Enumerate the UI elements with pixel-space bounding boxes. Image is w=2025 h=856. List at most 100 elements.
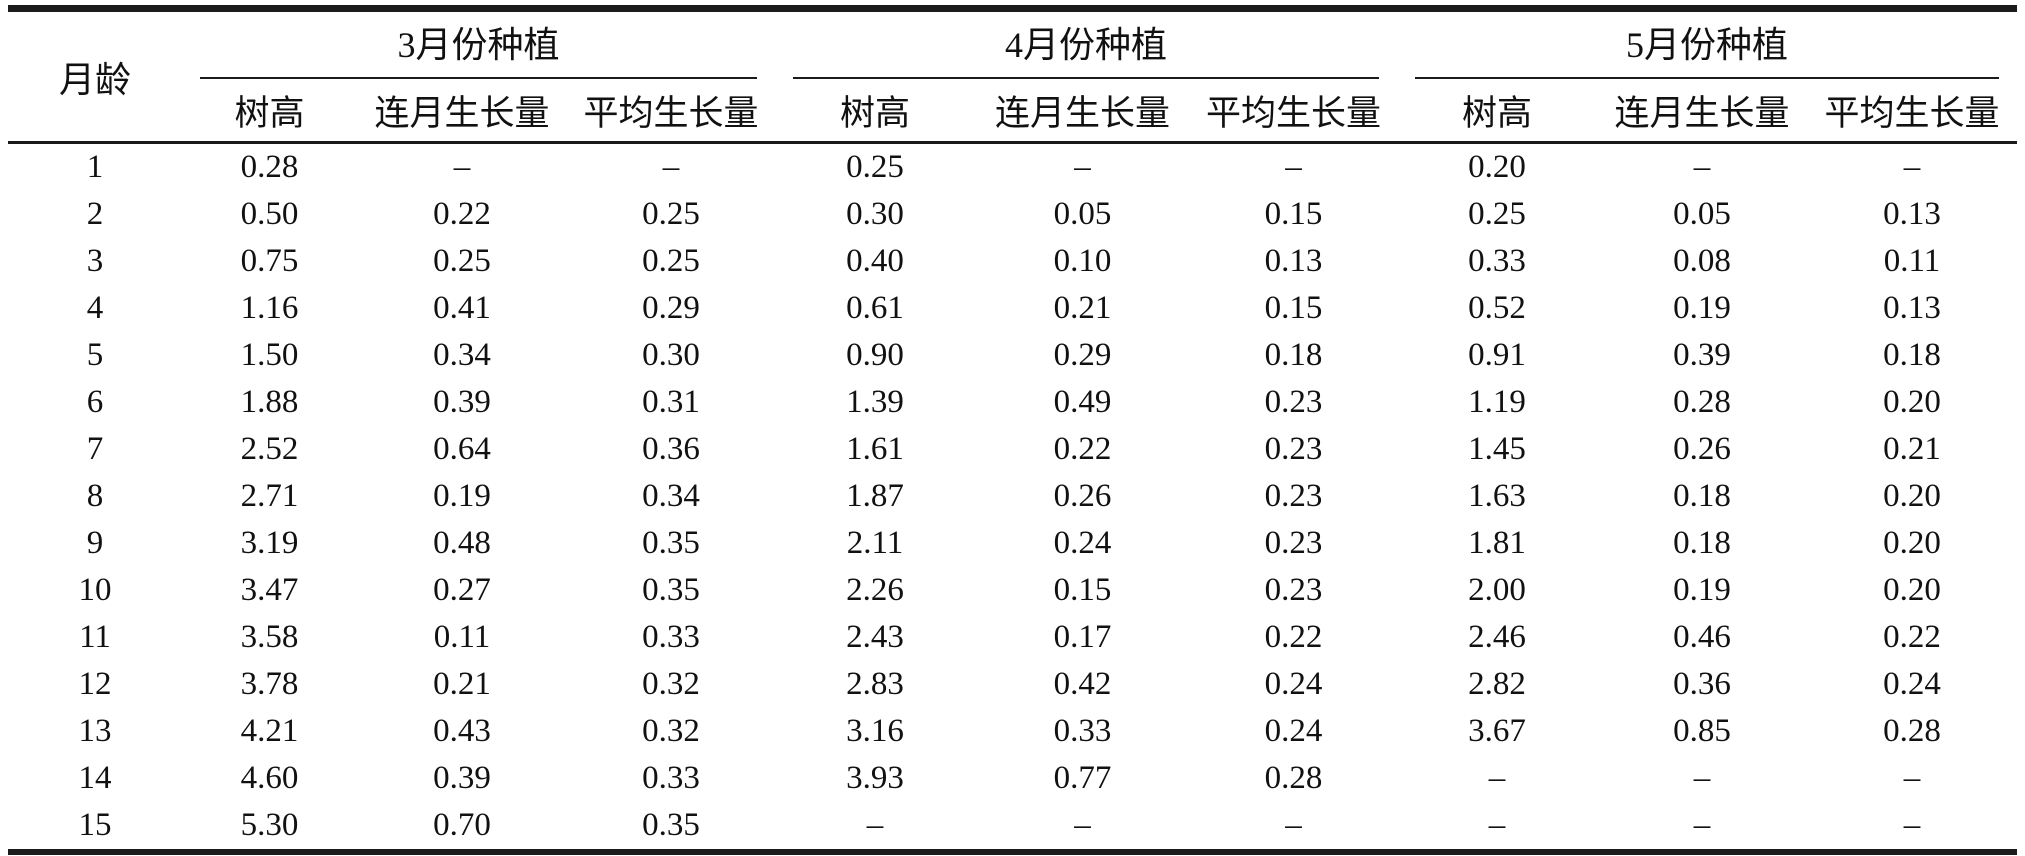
value-cell: 0.34: [433, 337, 491, 373]
value-cell: 2.71: [240, 478, 299, 514]
col-header-may-height: 树高: [1397, 79, 1598, 144]
value-cell: 0.26: [1673, 431, 1731, 467]
value-cell: 0.11: [1883, 243, 1941, 279]
value-cell: –: [1074, 807, 1091, 843]
value-cell: 0.23: [1264, 572, 1323, 608]
col-header-may-average: 平均生长量: [1807, 79, 2018, 144]
value-cell: 0.24: [1264, 666, 1323, 702]
value-cell: 0.33: [1468, 243, 1526, 279]
value-cell: 0.39: [433, 760, 491, 796]
value-cell: 0.46: [1673, 619, 1731, 655]
table-row: 8 2.71 0.19 0.34 1.87 0.26 0.23 1.63 0.18 0.20: [8, 473, 2017, 520]
table-row: 5 1.50 0.34 0.30 0.90 0.29 0.18 0.91 0.39 0.18: [8, 332, 2017, 379]
value-cell: 0.15: [1264, 196, 1323, 232]
growth-table: 月龄 3月份种植 4月份种植 5月份种植 树高 连月生长量 平均生长量 树高 连…: [8, 5, 2018, 855]
value-cell: 0.28: [1883, 713, 1941, 749]
month-age-cell: 9: [86, 525, 104, 561]
value-cell: 0.25: [433, 243, 491, 279]
month-age-cell: 5: [86, 337, 104, 373]
value-cell: –: [1693, 807, 1711, 843]
value-cell: 1.50: [240, 337, 299, 373]
value-cell: 0.22: [1264, 619, 1323, 655]
table-row: 6 1.88 0.39 0.31 1.39 0.49 0.23 1.19 0.28 0.20: [8, 379, 2017, 426]
value-cell: 0.18: [1264, 337, 1323, 373]
month-age-cell: 13: [78, 713, 112, 749]
value-cell: 1.63: [1468, 478, 1526, 514]
month-age-cell: 8: [86, 478, 104, 514]
value-cell: 0.21: [1883, 431, 1941, 467]
month-age-cell: 14: [78, 760, 112, 796]
value-cell: 0.15: [1053, 572, 1112, 608]
value-cell: 2.83: [846, 666, 904, 702]
value-cell: 0.28: [1264, 760, 1323, 796]
table-header: 月龄 3月份种植 4月份种植 5月份种植 树高 连月生长量 平均生长量 树高 连…: [8, 8, 2018, 144]
value-cell: 0.22: [433, 196, 491, 232]
value-cell: 0.23: [1264, 478, 1323, 514]
value-cell: 4.21: [240, 713, 299, 749]
month-age-cell: 12: [78, 666, 112, 702]
value-cell: 0.25: [642, 196, 700, 232]
value-cell: 0.29: [1053, 337, 1112, 373]
value-cell: 0.20: [1883, 572, 1941, 608]
table-row: 9 3.19 0.48 0.35 2.11 0.24 0.23 1.81 0.18 0.20: [8, 520, 2017, 567]
value-cell: 2.46: [1468, 619, 1526, 655]
value-cell: 3.78: [240, 666, 299, 702]
col-header-april-height: 树高: [775, 79, 976, 144]
value-cell: 0.08: [1673, 243, 1731, 279]
value-cell: 0.35: [642, 525, 700, 561]
value-cell: 2.26: [846, 572, 904, 608]
value-cell: –: [1903, 807, 1921, 843]
month-age-cell: 7: [86, 431, 104, 467]
value-cell: 0.43: [433, 713, 491, 749]
value-cell: 0.36: [642, 431, 700, 467]
value-cell: 0.20: [1883, 384, 1941, 420]
value-cell: 2.00: [1468, 572, 1526, 608]
value-cell: 1.45: [1468, 431, 1526, 467]
value-cell: 0.50: [240, 196, 299, 232]
value-cell: 0.28: [1673, 384, 1731, 420]
value-cell: 0.15: [1264, 290, 1323, 326]
value-cell: 0.18: [1673, 525, 1731, 561]
col-header-may-monthly: 连月生长量: [1597, 79, 1808, 144]
value-cell: –: [1903, 149, 1921, 185]
value-cell: 0.23: [1264, 525, 1323, 561]
col-header-april-average: 平均生长量: [1190, 79, 1398, 144]
value-cell: 0.11: [433, 619, 491, 655]
value-cell: 0.05: [1053, 196, 1112, 232]
table-row: 2 0.50 0.22 0.25 0.30 0.05 0.15 0.25 0.05 0.13: [8, 191, 2017, 238]
value-cell: –: [1074, 149, 1091, 185]
table-row: 4 1.16 0.41 0.29 0.61 0.21 0.15 0.52 0.19 0.13: [8, 285, 2017, 332]
value-cell: 0.34: [642, 478, 700, 514]
month-age-cell: 4: [86, 290, 104, 326]
table-row: 12 3.78 0.21 0.32 2.83 0.42 0.24 2.82 0.36 0.24: [8, 661, 2017, 708]
value-cell: 0.85: [1673, 713, 1731, 749]
value-cell: 0.49: [1053, 384, 1112, 420]
value-cell: 3.58: [240, 619, 299, 655]
value-cell: 0.19: [433, 478, 491, 514]
value-cell: –: [1488, 760, 1506, 796]
value-cell: 0.39: [1673, 337, 1731, 373]
value-cell: 0.52: [1468, 290, 1526, 326]
value-cell: –: [1903, 760, 1921, 796]
value-cell: 0.20: [1883, 478, 1941, 514]
value-cell: 1.88: [240, 384, 299, 420]
value-cell: 0.48: [433, 525, 491, 561]
month-age-cell: 10: [78, 572, 112, 608]
value-cell: 0.20: [1468, 149, 1526, 185]
value-cell: 0.33: [642, 619, 700, 655]
value-cell: –: [1285, 149, 1302, 185]
value-cell: 3.47: [240, 572, 299, 608]
value-cell: 2.82: [1468, 666, 1526, 702]
value-cell: 0.24: [1053, 525, 1112, 561]
table-row: 15 5.30 0.70 0.35 – – – – – –: [8, 802, 2017, 852]
col-header-march-average: 平均生长量: [567, 79, 776, 144]
value-cell: 0.17: [1053, 619, 1112, 655]
group-header-march-label: 3月份种植: [200, 12, 758, 79]
value-cell: 0.29: [642, 290, 700, 326]
group-header-may: 5月份种植: [1397, 9, 2017, 79]
month-age-cell: 2: [86, 196, 104, 232]
value-cell: 2.43: [846, 619, 904, 655]
value-cell: 0.70: [433, 807, 491, 843]
value-cell: 0.21: [433, 666, 491, 702]
value-cell: 0.13: [1883, 196, 1941, 232]
